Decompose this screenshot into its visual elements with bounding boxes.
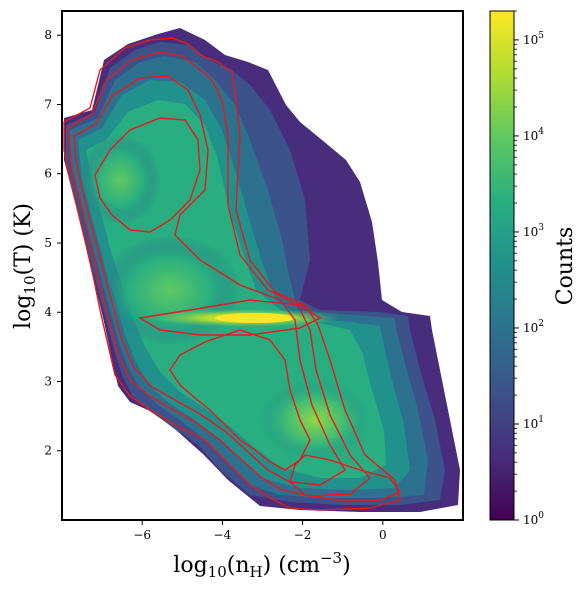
colorbar-gradient	[489, 10, 515, 521]
y-axis-label: log10(T) (K)	[11, 203, 39, 329]
y-tick-label: 8	[44, 28, 52, 42]
heatmap-cold-dense-region	[260, 380, 370, 460]
contour-level-1	[63, 37, 401, 511]
colorbar-tick-label: 100	[523, 511, 544, 527]
colorbar-tick-label: 101	[523, 415, 544, 431]
plot-frame	[61, 10, 464, 521]
heatmap-diffuse-region	[80, 135, 160, 225]
colorbar-tick-label: 103	[523, 223, 544, 239]
contour-level-4b	[94, 117, 201, 233]
y-tick-label: 2	[44, 444, 52, 458]
y-axis: 2 3 4 5 6 7 8	[44, 28, 62, 458]
contour-band-10k	[137, 299, 322, 336]
y-tick-label: 4	[44, 305, 52, 319]
x-axis-label: log10(nH) (cm−3)	[173, 549, 350, 581]
y-tick-label: 7	[44, 97, 52, 111]
y-tick-label: 5	[44, 236, 52, 250]
heatmap-warm-region	[100, 235, 240, 345]
colorbar-tick-label: 104	[523, 127, 544, 143]
x-tick-label: −2	[294, 528, 312, 542]
heatmap-10k-peak	[215, 313, 295, 323]
contour-cold-tail	[289, 454, 402, 501]
colorbar-label: Counts	[553, 227, 578, 306]
x-tick-label: 0	[379, 528, 387, 542]
x-axis: −6 −4 −2 0	[133, 520, 387, 542]
y-tick-label: 6	[44, 167, 52, 181]
colorbar: 100 101 102 103 104 105 Counts	[489, 10, 578, 527]
contour-level-4	[169, 329, 311, 471]
x-tick-label: −4	[214, 528, 232, 542]
contour-overlay	[63, 37, 402, 511]
colorbar-ticks: 100 101 102 103 104 105	[514, 10, 544, 527]
contour-level-3	[73, 75, 346, 486]
x-tick-label: −6	[133, 528, 151, 542]
contour-level-2	[67, 51, 372, 497]
density-heatmap	[63, 28, 460, 512]
colorbar-tick-label: 102	[523, 319, 544, 335]
colorbar-tick-label: 105	[523, 31, 544, 47]
y-tick-label: 3	[44, 374, 52, 388]
